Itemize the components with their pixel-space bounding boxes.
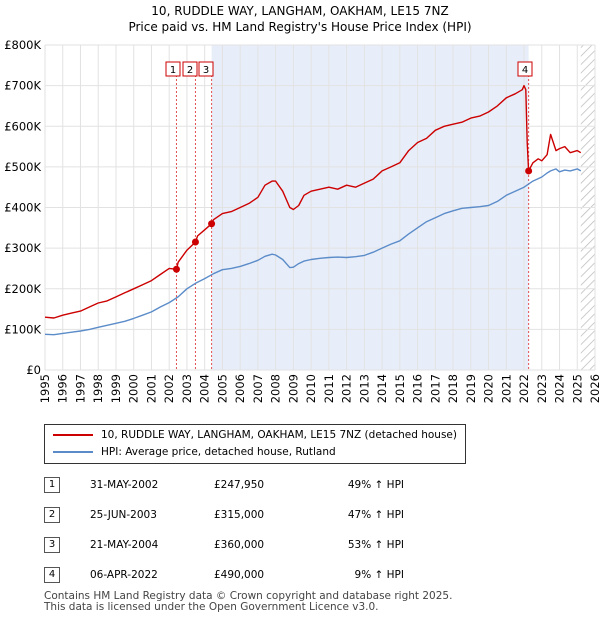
legend-swatch-blue — [53, 451, 93, 453]
transaction-number: 1 — [44, 477, 60, 493]
footer-copyright: Contains HM Land Registry data © Crown c… — [44, 590, 453, 602]
chart-title: 10, RUDDLE WAY, LANGHAM, OAKHAM, LE15 7N… — [151, 4, 449, 18]
transaction-number: 2 — [44, 507, 60, 523]
x-tick-label: 1996 — [56, 374, 70, 403]
x-tick-label: 2009 — [286, 374, 300, 403]
x-tick-label: 1995 — [38, 374, 52, 403]
x-tick-label: 1997 — [73, 374, 87, 403]
x-tick-label: 2017 — [428, 374, 442, 403]
x-tick-label: 2023 — [535, 374, 549, 403]
x-tick-label: 2022 — [517, 374, 531, 403]
axes: £0 £100K £200K £300K £400K £500K £600K £700K £80… — [4, 38, 600, 403]
x-tick-label: 2010 — [304, 374, 318, 403]
x-tick-label: 2014 — [375, 374, 389, 403]
x-tick-label: 2006 — [233, 374, 247, 403]
x-tick-label: 2021 — [499, 374, 513, 403]
x-tick-label: 2003 — [180, 374, 194, 403]
y-tick-label: £800K — [4, 38, 41, 52]
series-line-property — [44, 84, 582, 319]
x-tick-label: 2002 — [162, 374, 176, 403]
x-tick-label: 2013 — [357, 374, 371, 403]
table-row: 4 06-APR-2022 £490,000 9% ↑ HPI — [44, 560, 404, 590]
table-row: 3 21-MAY-2004 £360,000 53% ↑ HPI — [44, 530, 404, 560]
x-tick-label: 2007 — [251, 374, 265, 403]
legend: 10, RUDDLE WAY, LANGHAM, OAKHAM, LE15 7N… — [44, 424, 466, 464]
x-tick-label: 2015 — [393, 374, 407, 403]
transaction-point — [172, 265, 180, 273]
x-tick-label: 1998 — [91, 374, 105, 403]
transaction-hpi: 9% ↑ HPI — [354, 569, 404, 581]
x-tick-label: 2001 — [144, 374, 158, 403]
table-row: 2 25-JUN-2003 £315,000 47% ↑ HPI — [44, 500, 404, 530]
y-tick-label: £500K — [4, 160, 41, 174]
transaction-number: 4 — [44, 567, 60, 583]
gridlines — [44, 44, 596, 371]
transaction-date: 21-MAY-2004 — [90, 539, 159, 551]
y-tick-label: £700K — [4, 79, 41, 93]
transaction-label: 3 — [203, 65, 209, 76]
x-tick-label: 2018 — [446, 374, 460, 403]
y-tick-label: £300K — [4, 241, 41, 255]
transaction-label-box — [198, 61, 214, 77]
transaction-label: 1 — [170, 65, 176, 76]
x-tick-label: 2019 — [464, 374, 478, 403]
y-tick-label: £200K — [4, 282, 41, 296]
legend-label-hpi: HPI: Average price, detached house, Rutl… — [101, 446, 336, 458]
y-tick-label: £0 — [26, 363, 41, 377]
legend-swatch-red — [53, 434, 93, 436]
transaction-hpi: 49% ↑ HPI — [347, 479, 404, 491]
transaction-point — [208, 220, 216, 228]
x-tick-label: 2026 — [588, 374, 600, 403]
transaction-label-box — [165, 61, 181, 77]
x-tick-label: 2000 — [127, 374, 141, 403]
transaction-label-box — [182, 61, 198, 77]
x-tick-label: 2004 — [198, 374, 212, 403]
x-tick-label: 2008 — [269, 374, 283, 403]
x-tick-label: 2012 — [340, 374, 354, 403]
x-tick-label: 1999 — [109, 374, 123, 403]
x-tick-label: 2011 — [322, 374, 336, 403]
series-line-hpi — [44, 168, 582, 336]
transaction-label: 4 — [522, 65, 528, 76]
transaction-price: £315,000 — [214, 509, 265, 521]
transaction-date: 06-APR-2022 — [90, 569, 158, 581]
x-tick-label: 2005 — [215, 374, 229, 403]
transaction-date: 25-JUN-2003 — [90, 509, 157, 521]
x-tick-label: 2016 — [411, 374, 425, 403]
legend-label-property: 10, RUDDLE WAY, LANGHAM, OAKHAM, LE15 7N… — [101, 429, 457, 441]
x-tick-label: 2024 — [553, 374, 567, 403]
legend-item-property: 10, RUDDLE WAY, LANGHAM, OAKHAM, LE15 7N… — [53, 428, 457, 442]
chart-subtitle: Price paid vs. HM Land Registry's House … — [128, 20, 472, 34]
transaction-label: 2 — [187, 65, 193, 76]
transaction-point — [525, 167, 533, 175]
transaction-point — [191, 238, 199, 246]
x-tick-label: 2020 — [482, 374, 496, 403]
y-tick-label: £600K — [4, 119, 41, 133]
transactions-table: 1 31-MAY-2002 £247,950 49% ↑ HPI 2 25-JU… — [44, 470, 404, 590]
transaction-price: £360,000 — [214, 539, 265, 551]
transaction-price: £247,950 — [214, 479, 265, 491]
transaction-hpi: 53% ↑ HPI — [347, 539, 404, 551]
legend-item-hpi: HPI: Average price, detached house, Rutl… — [53, 445, 336, 459]
transaction-hpi: 47% ↑ HPI — [347, 509, 404, 521]
footer: Contains HM Land Registry data © Crown c… — [44, 591, 452, 613]
transaction-price: £490,000 — [214, 569, 265, 581]
x-tick-label: 2025 — [570, 374, 584, 403]
y-tick-label: £400K — [4, 201, 41, 215]
transaction-number: 3 — [44, 537, 60, 553]
table-row: 1 31-MAY-2002 £247,950 49% ↑ HPI — [44, 470, 404, 500]
y-tick-label: £100K — [4, 322, 41, 336]
footer-licence: This data is licensed under the Open Gov… — [44, 601, 379, 613]
transaction-label-box — [517, 61, 533, 77]
transaction-date: 31-MAY-2002 — [90, 479, 159, 491]
